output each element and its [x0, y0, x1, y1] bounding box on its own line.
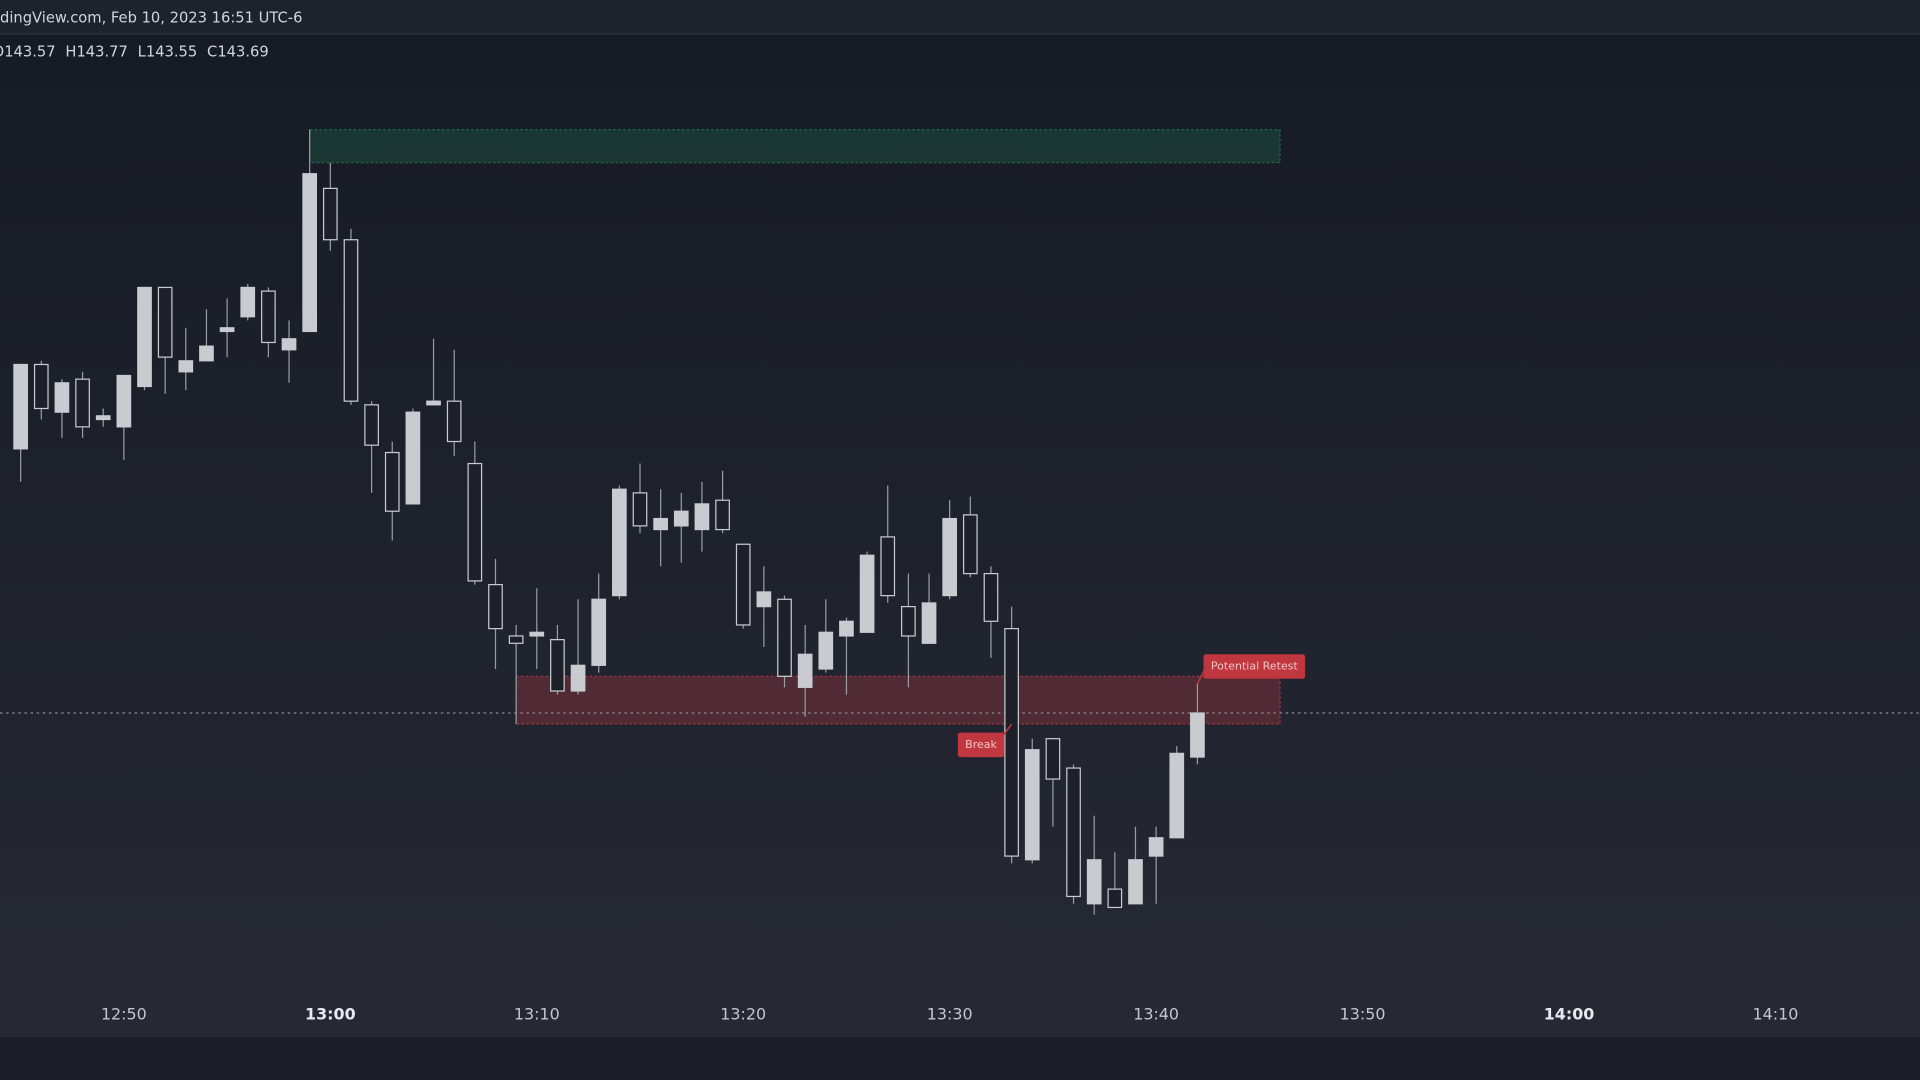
candle-body: [942, 517, 958, 597]
annotation-box: [957, 732, 1005, 758]
candle-body: [1045, 738, 1061, 780]
x-tick-label: 12:50: [101, 1005, 147, 1024]
candle-body: [1148, 837, 1164, 857]
candle-body: [612, 488, 627, 597]
candle-body: [529, 631, 545, 637]
ohlc-value: 143.55: [146, 44, 197, 61]
annotation-box: [1203, 654, 1306, 679]
ohlc-value: 143.77: [76, 44, 127, 61]
candle-body: [756, 591, 772, 608]
candle-body: [983, 572, 999, 622]
ohlc-legend: O143.57 H143.77 L143.55 C143.69: [0, 44, 269, 61]
candle-body: [1024, 749, 1040, 861]
candle-body: [75, 378, 90, 428]
footer-bar: [0, 1037, 1920, 1080]
candle-body: [901, 606, 916, 637]
candle-body: [446, 400, 462, 443]
candle-body: [1190, 712, 1205, 758]
candle-body: [715, 499, 730, 531]
x-tick-label: 13:00: [305, 1005, 356, 1024]
x-tick-label: 13:40: [1133, 1005, 1179, 1024]
candle-body: [591, 598, 607, 666]
candle-body: [694, 503, 710, 531]
candle-body: [261, 290, 276, 344]
candle-body: [384, 451, 400, 512]
candle-body: [859, 554, 875, 633]
ohlc-key: L: [138, 44, 147, 61]
candle-body: [1169, 752, 1185, 839]
candle-body: [1004, 628, 1019, 857]
candle-body: [364, 404, 379, 446]
zone: [515, 675, 1281, 725]
candle-body: [219, 327, 235, 333]
candle-body: [322, 187, 338, 241]
ohlc-value: 143.69: [217, 44, 268, 61]
candle-body: [405, 411, 421, 505]
candle-body: [818, 631, 834, 670]
x-tick-label: 13:30: [927, 1005, 973, 1024]
candle-body: [1107, 888, 1123, 909]
ohlc-key: H: [65, 44, 76, 61]
candle-body: [735, 543, 751, 626]
candle-body: [33, 363, 49, 410]
candle-body: [839, 620, 854, 637]
candle-body: [550, 639, 565, 692]
candle-body: [199, 345, 214, 362]
x-tick-label: 14:00: [1544, 1005, 1595, 1024]
candle-body: [467, 462, 483, 582]
x-tick-label: 13:50: [1340, 1005, 1386, 1024]
candle-body: [54, 382, 70, 413]
candle-body: [653, 517, 668, 531]
header-bar: [0, 0, 1920, 35]
ohlc-key: C: [207, 44, 217, 61]
candle-body: [343, 239, 359, 402]
zone: [309, 129, 1281, 164]
ohlc-value: 143.57: [4, 44, 55, 61]
candle-body: [962, 514, 978, 575]
candle-body: [488, 583, 503, 630]
candle-body: [508, 635, 524, 644]
candle-body: [240, 286, 256, 318]
candle-body: [797, 653, 813, 688]
candle-body: [281, 338, 297, 351]
candle-body: [1086, 859, 1102, 905]
candle-body: [178, 360, 194, 373]
x-tick-label: 13:10: [514, 1005, 560, 1024]
x-tick-label: 14:10: [1753, 1005, 1799, 1024]
ohlc-key: O: [0, 44, 4, 61]
source-text: dingView.com, Feb 10, 2023 16:51 UTC-6: [0, 9, 302, 26]
candle-body: [426, 400, 441, 406]
candle-body: [302, 173, 318, 333]
candle-body: [632, 492, 648, 527]
candle-body: [13, 363, 28, 450]
candle-body: [137, 286, 152, 388]
candle-body: [1128, 859, 1143, 905]
candle-body: [921, 602, 937, 644]
candle-body: [157, 286, 173, 358]
candle-body: [116, 374, 132, 428]
candle-body: [570, 664, 586, 692]
candle-body: [1066, 767, 1081, 898]
x-tick-label: 13:20: [720, 1005, 766, 1024]
candle-body: [880, 536, 896, 597]
candle-body: [95, 415, 111, 421]
candle-body: [777, 598, 792, 677]
annotation-label: Potential Retest: [1211, 660, 1299, 673]
candle-body: [673, 510, 689, 527]
annotation-label: Break: [965, 738, 997, 751]
